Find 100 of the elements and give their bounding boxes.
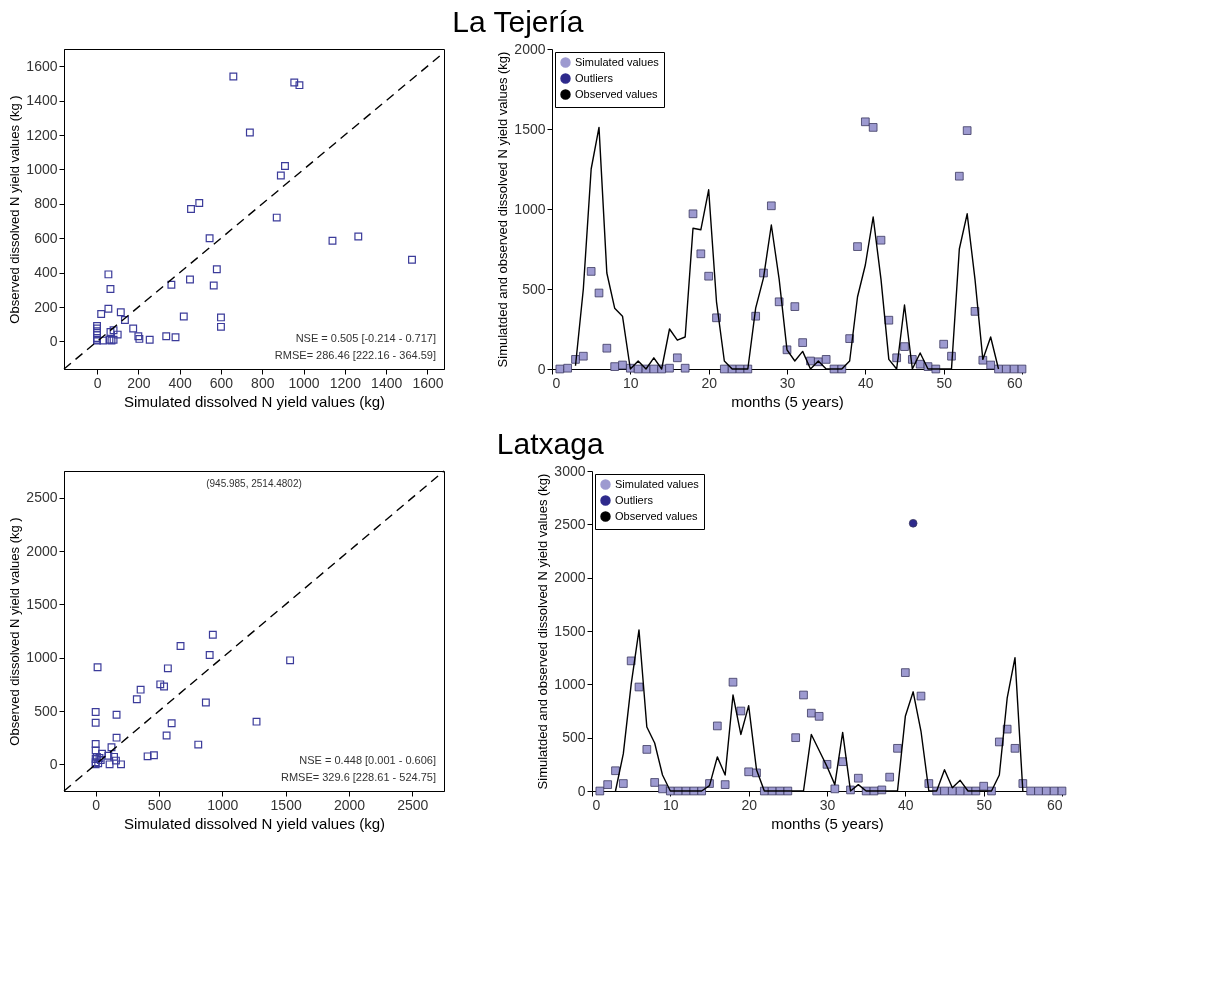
point: [120, 316, 129, 324]
point: [603, 780, 612, 789]
point: [658, 784, 667, 794]
point: [893, 744, 902, 753]
point: [799, 690, 808, 700]
x-tick-label: 600: [209, 374, 234, 391]
point: [205, 651, 214, 659]
y-tick-label: 600: [34, 229, 58, 246]
legend-label: Outliers: [615, 493, 654, 506]
point: [229, 72, 238, 81]
y-tick-label: 2000: [514, 40, 546, 57]
x-tick-label: 2000: [333, 796, 366, 813]
point: [594, 288, 604, 298]
point: [885, 772, 894, 782]
y-tick-label: 2500: [554, 515, 586, 532]
point: [720, 780, 730, 789]
point: [109, 326, 118, 335]
point: [955, 171, 964, 181]
point: [217, 313, 225, 322]
point: [187, 205, 195, 213]
y-tick-label: 800: [34, 195, 58, 212]
point: [868, 123, 878, 132]
x-tick-label: 2500: [397, 796, 429, 813]
y-tick-label: 1000: [514, 200, 546, 217]
y-tick-label: 1000: [26, 649, 58, 666]
y-tick-label: 0: [49, 755, 58, 772]
point: [806, 356, 815, 366]
point: [688, 209, 698, 219]
point: [821, 355, 831, 364]
y-axis-title: Simulatded and observed dissolved N yield values (kg): [495, 51, 511, 368]
x-tick-label: 0: [93, 374, 102, 391]
point: [861, 117, 870, 127]
point: [295, 81, 304, 90]
point: [245, 128, 254, 137]
x-tick-label: 1400: [371, 374, 403, 391]
point: [156, 680, 165, 689]
y-axis-title: Simulatded and observed dissolved N yield values (kg): [535, 473, 551, 790]
point: [149, 751, 158, 760]
point: [1002, 364, 1011, 374]
point: [948, 786, 957, 796]
point: [129, 324, 138, 333]
point: [97, 309, 106, 318]
annotation: RMSE= 329.6 [228.61 - 524.75]: [280, 771, 436, 783]
point: [807, 708, 816, 718]
point: [91, 755, 100, 763]
y-tick-label: 1000: [554, 675, 586, 692]
point: [354, 232, 363, 241]
y-tick-label: 0: [577, 782, 586, 799]
point: [201, 698, 210, 707]
point: [176, 641, 185, 650]
y-tick-label: 200: [34, 298, 58, 315]
y-tick-label: 0: [49, 332, 58, 349]
y-tick-label: 1600: [26, 57, 58, 74]
point: [276, 171, 285, 180]
annotation: NSE = 0.448 [0.001 - 0.606]: [299, 754, 436, 766]
point: [939, 339, 948, 349]
x-tick-label: 1000: [207, 796, 239, 813]
point: [791, 733, 800, 742]
point: [736, 706, 746, 716]
point: [704, 271, 713, 281]
point: [586, 267, 596, 276]
x-tick-label: 20: [741, 796, 758, 813]
point: [94, 759, 103, 768]
point: [1034, 786, 1043, 796]
chart-title: Latxaga: [496, 427, 604, 460]
y-axis-title: Observed dissolved N yield values (kg ): [7, 95, 23, 324]
point: [162, 332, 171, 341]
y-tick-label: 3000: [554, 462, 586, 479]
point: [1009, 364, 1019, 374]
y-tick-label: 500: [34, 702, 58, 719]
point: [179, 312, 188, 321]
point: [286, 656, 295, 665]
x-axis-title: Simulated dissolved N yield values (kg): [124, 392, 385, 410]
point: [160, 682, 169, 691]
point: [408, 255, 416, 264]
point: [986, 360, 995, 370]
point: [167, 719, 176, 728]
legend-label: Observed values: [575, 87, 659, 100]
point: [105, 760, 114, 769]
x-tick-label: 40: [858, 374, 874, 391]
point: [93, 322, 101, 330]
x-tick-label: 20: [701, 374, 718, 391]
point: [619, 779, 628, 788]
annotation: NSE = 0.505 [-0.214 - 0.717]: [295, 332, 436, 344]
y-tick-label: 500: [562, 729, 586, 746]
legend-label: Simulated values: [575, 55, 660, 68]
point: [167, 280, 176, 289]
x-tick-label: 1600: [412, 374, 444, 391]
point: [272, 213, 281, 222]
point: [217, 322, 225, 331]
point: [93, 663, 102, 672]
annotation: (945.985, 2514.4802): [206, 478, 302, 489]
point: [281, 162, 289, 170]
point: [113, 330, 122, 339]
point: [1010, 744, 1020, 753]
point: [106, 328, 115, 336]
point: [696, 249, 706, 259]
x-tick-label: 60: [1006, 374, 1023, 391]
point: [186, 275, 194, 284]
legend-label: Outliers: [575, 71, 614, 84]
